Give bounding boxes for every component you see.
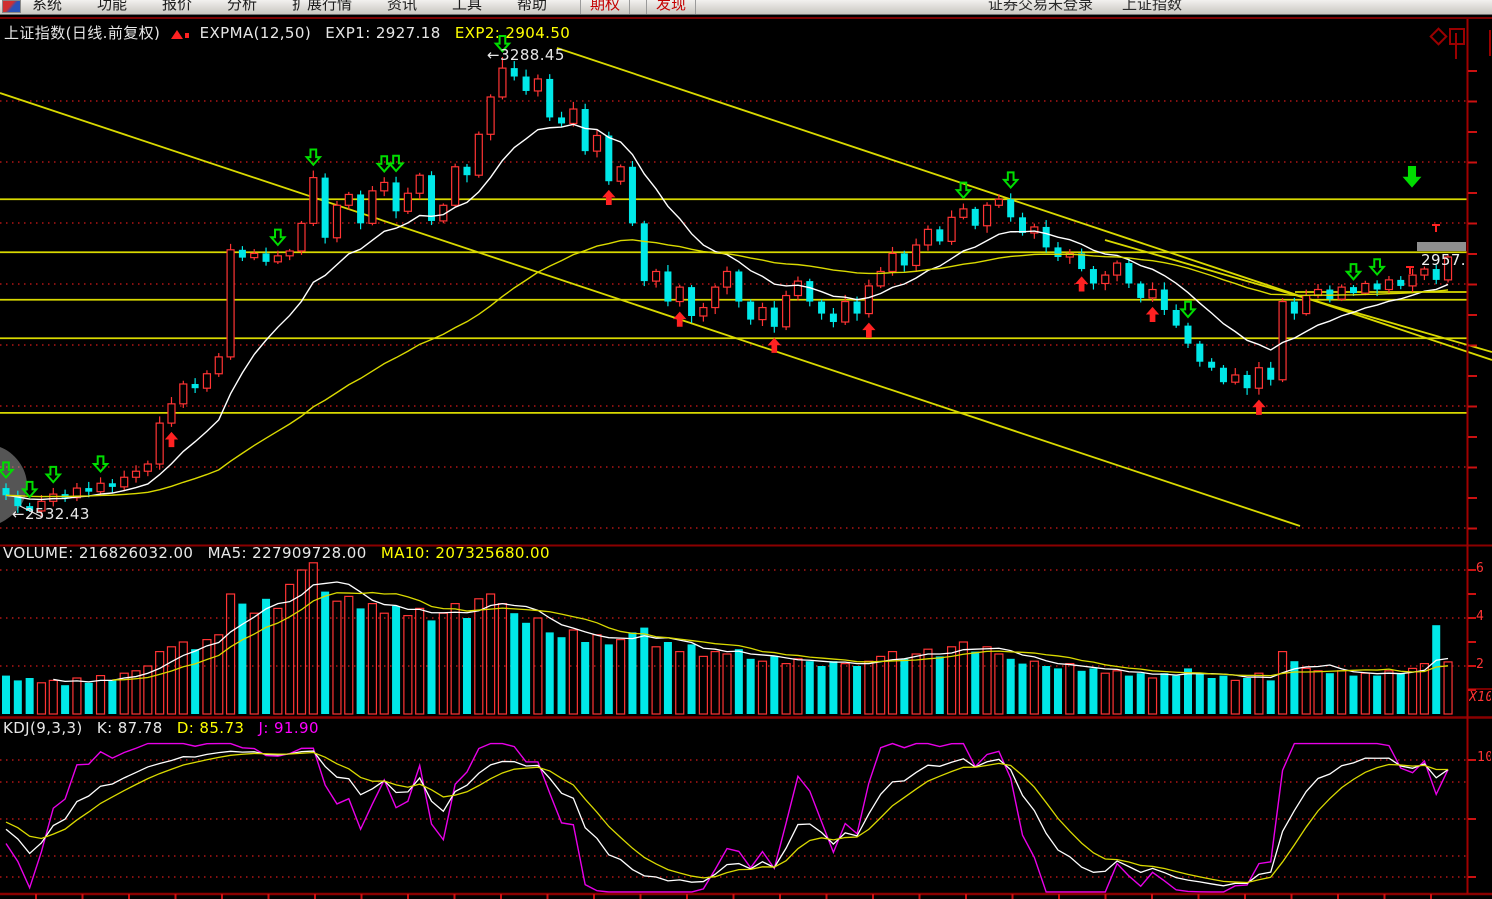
panel-top-border [0, 17, 1492, 19]
right-edge-mark [1489, 30, 1491, 56]
current-symbol: 上证指数 [1122, 0, 1183, 13]
vol-axis-label-4: 4 [1476, 609, 1485, 624]
axis-layer [0, 18, 1492, 899]
trendline-layer [0, 47, 1492, 527]
buy-arrow-icon [673, 311, 687, 327]
buy-arrow-icon [164, 431, 179, 448]
sell-arrow-icon [375, 155, 394, 173]
sell-arrow-icon [269, 228, 287, 247]
up-arrow-stem-icon [185, 33, 190, 38]
sell-arrow-icon [91, 455, 110, 474]
menu-help[interactable]: 帮助 [517, 0, 548, 13]
kdj-title[interactable]: KDJ(9,3,3) [3, 719, 83, 737]
sell-arrow-icon [1368, 258, 1386, 277]
menu-extended-quotes[interactable]: 扩展行情 [292, 0, 353, 13]
signal-arrows-layer[interactable] [0, 35, 1440, 499]
menu-analysis[interactable]: 分析 [227, 0, 258, 13]
buy-arrow-icon [1074, 276, 1089, 292]
menu-bar: 系统 功能 报价 分析 扩展行情 资讯 工具 帮助 期权 发现 证券交易未登录 … [0, 0, 1492, 15]
kdj-j-value: J: 91.90 [258, 719, 319, 737]
kdj-axis-label: 100 [1477, 750, 1491, 765]
sell-arrow-icon [0, 461, 15, 480]
sell-arrow-icon [1344, 263, 1363, 281]
expma-layer [5, 123, 1449, 501]
sell-arrow-icon [1179, 300, 1197, 319]
exp1-value: EXP1: 2927.18 [325, 24, 441, 42]
sell-arrow-icon [44, 465, 63, 484]
buy-arrow-icon [1145, 306, 1160, 323]
up-arrow-icon [171, 30, 184, 39]
sell-arrow-icon [1001, 171, 1020, 190]
buy-arrow-icon [767, 337, 781, 353]
grid-layer [0, 100, 1467, 878]
high-price-label: ←3288.45 [487, 46, 565, 64]
buy-arrow-icon [1252, 399, 1266, 415]
login-status[interactable]: 证券交易未登录 [988, 0, 1094, 13]
volume-ma-layer [53, 581, 1449, 683]
sell-arrow-icon [954, 181, 973, 200]
menu-options[interactable]: 期权 [580, 0, 631, 14]
candles-layer [2, 57, 1453, 518]
kdj-layer [5, 742, 1449, 893]
last-price-label: 2957. [1421, 251, 1466, 269]
chart-title: 上证指数(日线.前复权) [4, 24, 161, 42]
buy-arrow-icon [862, 322, 876, 338]
vol-axis-multiplier: X10 [1469, 690, 1491, 705]
buy-arrow-icon [602, 189, 616, 206]
flag-icon[interactable] [1449, 28, 1465, 59]
volume-ma10: MA10: 207325680.00 [380, 544, 550, 562]
sell-arrow-icon [493, 35, 512, 53]
volume-header-row: VOLUME: 216826032.00 MA5: 227909728.00 M… [3, 544, 550, 562]
menu-news[interactable]: 资讯 [387, 0, 418, 13]
menu-function[interactable]: 功能 [97, 0, 128, 13]
big-sell-arrow-icon [1402, 166, 1422, 188]
low-price-label: ←2532.43 [12, 505, 90, 523]
sell-arrow-icon [20, 480, 39, 499]
menu-quotes[interactable]: 报价 [162, 0, 193, 13]
low-connector [19, 505, 43, 518]
volume-bars-layer [2, 562, 1453, 715]
exp2-value: EXP2: 2904.50 [454, 24, 571, 42]
app-logo-icon[interactable] [2, 0, 21, 13]
volume-value[interactable]: VOLUME: 216826032.00 [3, 544, 194, 562]
volume-ma5: MA5: 227909728.00 [207, 544, 367, 562]
kdj-d-value: D: 85.73 [176, 719, 245, 737]
sell-arrow-icon [387, 154, 405, 173]
menu-system[interactable]: 系统 [32, 0, 63, 13]
menu-tools[interactable]: 工具 [452, 0, 483, 13]
vol-axis-label-6: 6 [1476, 561, 1485, 576]
chart-title-row: 上证指数(日线.前复权) EXPMA(12,50) EXP1: 2927.18 … [4, 22, 570, 43]
sell-arrow-icon [304, 148, 323, 167]
kdj-k-value: K: 87.78 [96, 719, 163, 737]
vol-axis-label-2: 2 [1476, 657, 1485, 672]
last-price-bar [1417, 242, 1466, 251]
kdj-header-row: KDJ(9,3,3) K: 87.78 D: 85.73 J: 91.90 [3, 719, 319, 737]
menu-discover[interactable]: 发现 [646, 0, 697, 14]
indicator-name[interactable]: EXPMA(12,50) [199, 24, 312, 42]
